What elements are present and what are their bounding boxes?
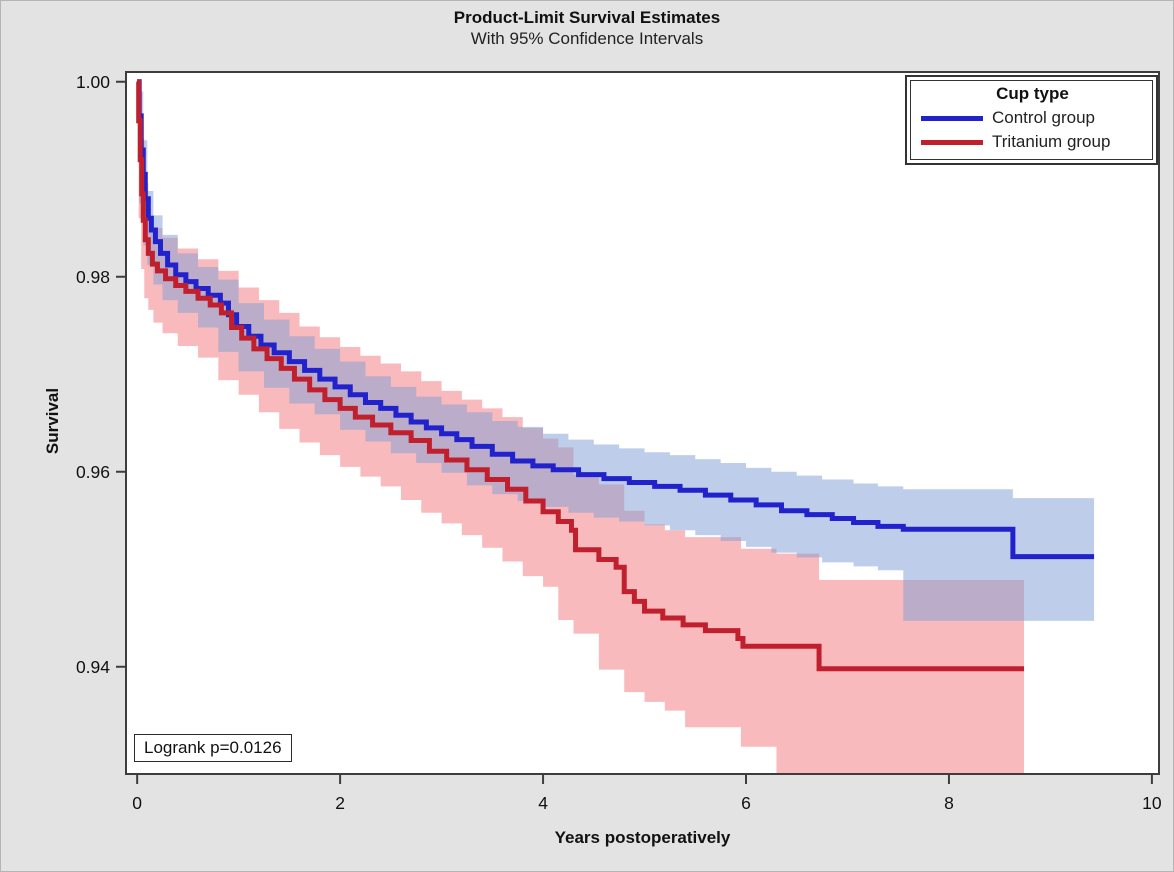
logrank-annotation: Logrank p=0.0126 [134,734,292,762]
tritanium-ci-band [138,96,1025,774]
legend: Cup type Control group Tritanium group [905,75,1158,165]
legend-label-tritanium: Tritanium group [992,132,1111,151]
chart-title: Product-Limit Survival Estimates [453,8,721,27]
y-tick-label: 0.96 [76,462,110,482]
plot-frame [125,71,1160,775]
control-line-swatch [921,115,983,121]
x-tick-label: 2 [335,793,345,813]
plot-layers [136,79,1095,774]
x-axis-label: Years postoperatively [554,828,731,847]
y-tick-label: 0.98 [76,267,110,287]
control-ci-band [139,91,1095,621]
legend-entry-control: Control group [921,108,1144,128]
legend-inner-frame: Cup type Control group Tritanium group [910,80,1153,160]
legend-entry-tritanium: Tritanium group [921,132,1144,152]
chart-subtitle: With 95% Confidence Intervals [470,29,704,48]
legend-label-control: Control group [992,108,1096,127]
y-tick-label: 0.94 [76,657,110,677]
x-tick-label: 6 [741,793,751,813]
tritanium-line-swatch [921,139,983,145]
x-tick-label: 0 [132,793,142,813]
legend-title: Cup type [996,84,1069,103]
y-axis-label: Survival [43,387,62,455]
y-tick-label: 1.00 [76,72,110,92]
tritanium-curve [136,79,1025,672]
x-tick-label: 10 [1142,793,1162,813]
x-tick-label: 4 [538,793,548,813]
control-curve [136,79,1095,560]
x-tick-label: 8 [944,793,954,813]
